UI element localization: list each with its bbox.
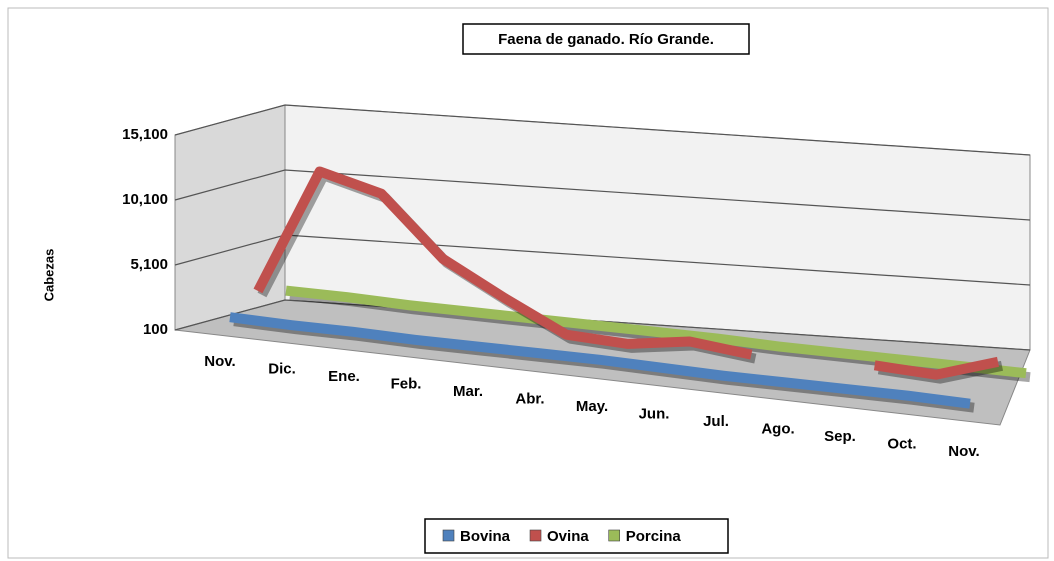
- y-axis-label: Cabezas: [41, 249, 56, 302]
- y-tick-label: 5,100: [130, 256, 168, 273]
- series-line: [285, 285, 1027, 379]
- legend-swatch: [442, 529, 455, 542]
- grid-line: [174, 299, 1031, 351]
- x-tick-label: Ene.: [328, 368, 360, 385]
- x-tick-label: Oct.: [887, 435, 916, 452]
- grid-line: [174, 104, 1031, 156]
- legend-swatch: [529, 529, 542, 542]
- y-tick-label: 10,100: [122, 191, 168, 208]
- x-tick-label: Mar.: [453, 383, 483, 400]
- series-line: [229, 312, 971, 409]
- legend-label: Porcina: [626, 528, 682, 545]
- x-tick-label: Ago.: [761, 420, 794, 437]
- x-tick-label: May.: [576, 398, 608, 415]
- x-tick-label: Dic.: [268, 360, 296, 377]
- legend-box: [424, 518, 729, 554]
- x-tick-label: Nov.: [204, 353, 235, 370]
- series-line: [873, 356, 1000, 380]
- grid-line: [174, 169, 1031, 221]
- side-wall: [174, 104, 286, 331]
- legend-label: Ovina: [547, 528, 589, 545]
- x-tick-label: Sep.: [824, 428, 856, 445]
- x-tick-label: Nov.: [948, 443, 979, 460]
- y-tick-label: 100: [143, 321, 168, 338]
- legend-swatch: [608, 529, 621, 542]
- legend-label: Bovina: [460, 528, 511, 545]
- title-box: [462, 23, 750, 55]
- x-tick-label: Feb.: [391, 375, 422, 392]
- chart-title: Faena de ganado. Río Grande.: [498, 31, 714, 48]
- x-tick-label: Jul.: [703, 413, 729, 430]
- x-tick-label: Abr.: [515, 390, 544, 407]
- series-line: [253, 166, 753, 360]
- y-tick-label: 15,100: [122, 126, 168, 143]
- x-tick-label: Jun.: [639, 405, 670, 422]
